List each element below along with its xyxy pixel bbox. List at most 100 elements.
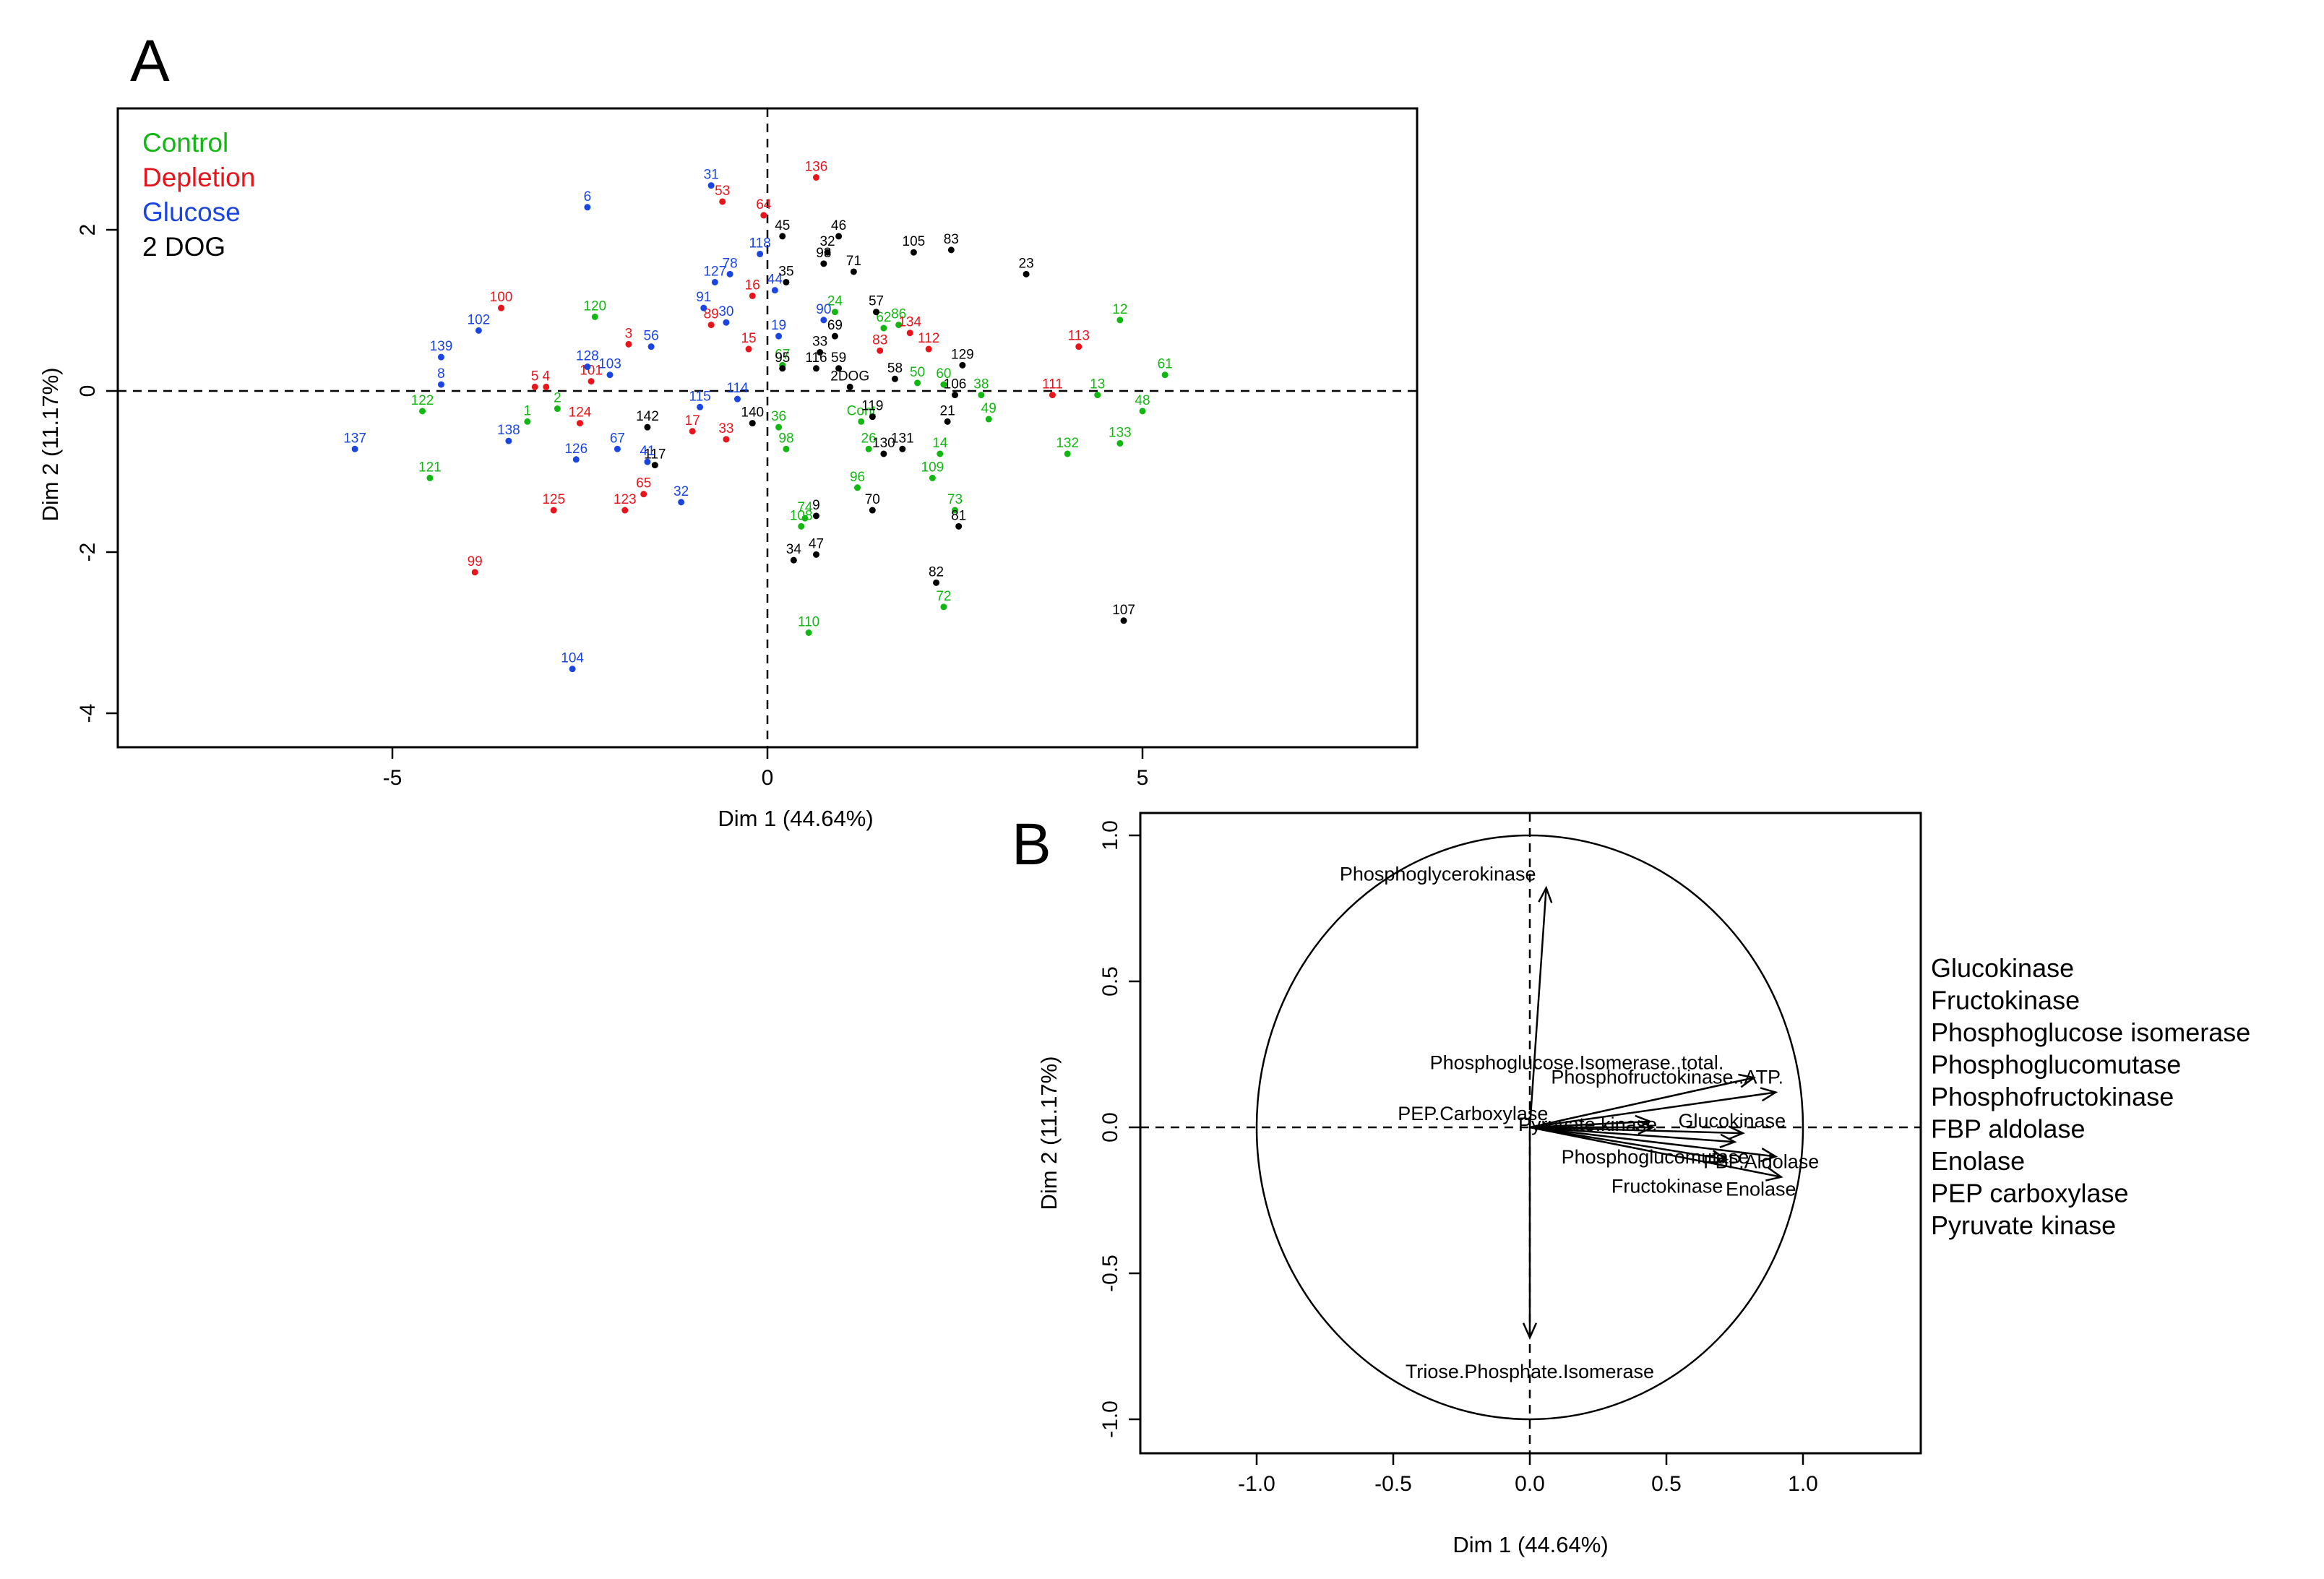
- data-point-label: 38: [973, 377, 989, 392]
- data-point: [723, 436, 730, 443]
- data-point: [625, 340, 632, 348]
- panel-a-ylabel: Dim 2 (11.17%): [38, 367, 63, 521]
- data-point-label: 64: [756, 197, 772, 212]
- loading-vector: [1528, 887, 1547, 1128]
- data-point-label: 110: [798, 615, 819, 630]
- data-point-label: 49: [981, 401, 997, 416]
- panel-a-label: A: [130, 28, 170, 94]
- data-point: [524, 418, 531, 425]
- loading-vector: [1529, 1126, 1782, 1178]
- data-point-label: 67: [610, 431, 625, 446]
- panel-b-label: B: [1012, 812, 1051, 877]
- data-point-label: 12: [1112, 302, 1127, 317]
- data-point: [584, 204, 591, 211]
- panel-a-legend: Control Depletion Glucose 2 DOG: [142, 128, 255, 262]
- data-point-label: 117: [644, 447, 666, 462]
- data-point: [899, 445, 906, 452]
- data-point: [614, 445, 621, 452]
- data-point-label: 62: [876, 310, 891, 325]
- data-point: [1064, 450, 1071, 457]
- data-point-label: 120: [583, 298, 606, 314]
- data-point-label: 82: [929, 564, 944, 580]
- data-point: [812, 551, 819, 558]
- data-point-label: 121: [418, 460, 442, 475]
- loading-vector-arrowhead: [1637, 1119, 1656, 1135]
- data-point-label: 83: [944, 232, 959, 247]
- data-point: [1139, 408, 1146, 415]
- data-point-label: 138: [497, 423, 520, 438]
- data-point-label: 86: [891, 307, 906, 322]
- data-point-label: 56: [644, 329, 659, 344]
- data-point: [757, 250, 764, 257]
- data-point: [812, 512, 819, 520]
- data-point: [749, 292, 756, 299]
- data-point-label: 44: [767, 272, 783, 288]
- data-point-label: 24: [827, 294, 843, 309]
- data-point: [824, 249, 831, 256]
- data-point-label: 67: [775, 347, 790, 362]
- data-point: [944, 418, 951, 425]
- data-point: [835, 365, 843, 372]
- data-point-label: 119: [861, 399, 883, 414]
- data-point-label: 14: [932, 436, 948, 451]
- data-point: [929, 474, 936, 481]
- data-point-label: 72: [936, 589, 951, 604]
- data-point: [1023, 270, 1030, 277]
- data-point: [644, 423, 651, 431]
- data-point-label: 47: [809, 536, 824, 551]
- loading-vector-label: Glucokinase: [1679, 1110, 1786, 1132]
- data-point: [817, 348, 824, 356]
- data-point: [1049, 392, 1056, 399]
- data-point-label: 71: [846, 254, 861, 269]
- data-point: [640, 491, 647, 498]
- data-point: [869, 413, 876, 421]
- data-point: [947, 246, 955, 254]
- loading-vector-label: Triose.Phosphate.Isomerase: [1406, 1361, 1654, 1382]
- loading-vector: [1529, 1126, 1735, 1143]
- data-point: [584, 363, 591, 371]
- data-point-label: 107: [1112, 603, 1135, 618]
- data-point-label: 136: [805, 160, 828, 175]
- data-point: [351, 445, 358, 452]
- data-point: [779, 233, 786, 240]
- data-point-label: 61: [1158, 357, 1173, 372]
- data-point-label: 100: [490, 290, 513, 305]
- data-point: [869, 507, 876, 514]
- data-point-label: 106: [944, 377, 967, 392]
- data-point-label: 129: [951, 347, 974, 362]
- data-point-label: 59: [831, 350, 846, 366]
- data-point-label: 112: [918, 331, 939, 346]
- data-point-label: 108: [790, 508, 813, 523]
- data-point-label: 2: [554, 391, 561, 406]
- loading-vector-label: PEP.Carboxylase: [1398, 1103, 1548, 1124]
- data-point-label: 113: [1068, 329, 1090, 344]
- loading-vector-label: Fructokinase: [1611, 1175, 1723, 1197]
- enzyme-list-item: Fructokinase: [1931, 986, 2080, 1015]
- data-point: [831, 309, 838, 316]
- panel-a-ytick-label: -4: [76, 704, 100, 723]
- data-point-label: 81: [951, 508, 966, 523]
- data-point-label: 127: [703, 264, 726, 279]
- data-point: [745, 345, 752, 353]
- data-point: [812, 174, 819, 181]
- data-point-label: 111: [1042, 377, 1063, 392]
- panel-b-ylabel: Dim 2 (11.17%): [1036, 1056, 1062, 1210]
- loading-vector-arrowhead: [1538, 885, 1553, 903]
- data-point: [707, 322, 715, 329]
- data-point: [850, 268, 857, 275]
- data-point-label: 34: [786, 542, 802, 557]
- data-point: [606, 371, 614, 379]
- data-point: [621, 507, 629, 514]
- data-point: [572, 456, 580, 463]
- data-point-label: 48: [1135, 393, 1150, 408]
- data-point-label: 131: [891, 431, 914, 446]
- data-point: [711, 278, 718, 285]
- data-point: [858, 418, 865, 425]
- data-point-label: 60: [936, 366, 951, 382]
- loading-vector: [1529, 1126, 1743, 1135]
- loading-vector-label: Phosphoglucose.Isomerase..total.: [1430, 1051, 1724, 1073]
- data-point-label: Cont: [847, 403, 877, 418]
- data-point: [749, 420, 756, 427]
- data-point: [707, 182, 715, 189]
